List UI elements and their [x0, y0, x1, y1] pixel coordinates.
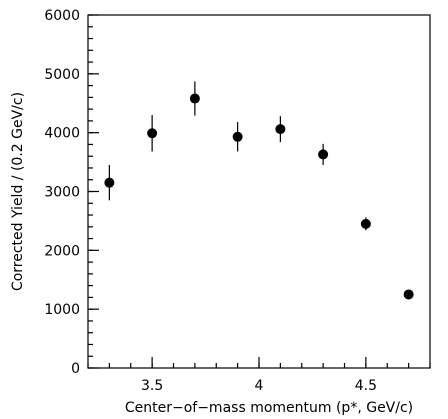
plot-frame — [87, 14, 431, 369]
data-point — [232, 131, 243, 142]
data-point — [318, 149, 329, 160]
y-tick-label: 3000 — [44, 185, 80, 201]
y-tick-label: 2000 — [44, 243, 80, 259]
data-point — [189, 93, 200, 104]
data-points — [104, 81, 414, 300]
y-tick-label: 1000 — [44, 302, 80, 318]
data-point — [360, 218, 371, 229]
y-tick-label: 6000 — [44, 8, 80, 24]
y-axis-label: Corrected Yield / (0.2 GeV/c) — [10, 92, 26, 291]
axes — [87, 14, 431, 369]
data-point — [104, 177, 115, 188]
x-tick-label: 4 — [255, 378, 264, 394]
data-point — [403, 289, 414, 300]
data-point — [275, 124, 286, 135]
tick-labels: 3.5 4 4.5 0 1000 2000 3000 4000 5000 6000 — [44, 8, 377, 394]
data-point — [147, 128, 158, 139]
x-tick-label: 4.5 — [355, 378, 377, 394]
y-tick-label: 0 — [71, 361, 80, 377]
x-axis-label: Center−of−mass momentum (p*, GeV/c) — [125, 400, 413, 416]
tick-marks — [87, 14, 431, 369]
y-tick-label: 5000 — [44, 67, 80, 83]
y-tick-label: 4000 — [44, 126, 80, 142]
x-tick-label: 3.5 — [141, 378, 163, 394]
